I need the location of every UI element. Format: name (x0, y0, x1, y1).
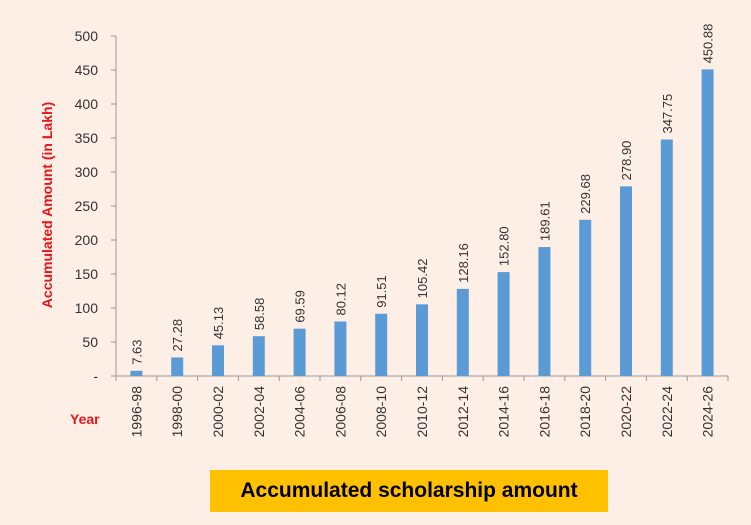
x-tick-label: 2020-22 (618, 386, 634, 438)
y-tick-label: 250 (75, 198, 99, 214)
bar (252, 336, 265, 376)
y-tick-label: 50 (82, 334, 98, 350)
y-tick-label: 200 (75, 232, 99, 248)
x-tick-label: 2012-14 (455, 386, 471, 438)
x-tick-label: 2002-04 (251, 386, 267, 438)
x-tick-label: 2006-08 (332, 386, 348, 438)
bar (579, 219, 592, 376)
y-tick-label: 100 (75, 300, 99, 316)
y-tick-label: 500 (75, 28, 99, 44)
data-label: 229.68 (578, 174, 593, 214)
bar (171, 357, 184, 376)
data-label: 45.13 (211, 307, 226, 340)
data-label: 128.16 (456, 243, 471, 283)
x-tick-label: 1998-00 (169, 386, 185, 438)
y-tick-label: 400 (75, 96, 99, 112)
y-axis-label: Accumulated Amount (in Lakh) (39, 102, 55, 308)
bar (375, 313, 388, 376)
x-tick-label: 2016-18 (536, 386, 552, 438)
y-tick-label: 150 (75, 266, 99, 282)
bar (620, 186, 632, 376)
bar (701, 69, 714, 376)
data-label: 152.80 (497, 226, 512, 266)
data-label: 27.28 (170, 319, 185, 352)
x-tick-label: 2024-26 (700, 386, 716, 438)
y-ticks: - 50 100 150 200 250 300 350 400 450 500 (75, 28, 116, 384)
data-label: 91.51 (374, 275, 389, 308)
bar (293, 328, 306, 376)
data-label: 347.75 (660, 94, 675, 134)
x-ticks: 1996-98 1998-00 2000-02 2002-04 2004-06 2006-… (115, 376, 729, 438)
x-tick-label: 1996-98 (128, 386, 144, 438)
x-tick-label: 2014-16 (496, 386, 512, 438)
y-tick-label: 450 (75, 62, 99, 78)
bar (416, 304, 428, 376)
bar (497, 272, 510, 376)
y-tick-label: - (93, 368, 98, 384)
data-label: 7.63 (129, 339, 144, 364)
data-label: 450.88 (701, 24, 716, 64)
x-tick-label: 2010-12 (414, 386, 430, 438)
chart-caption: Accumulated scholarship amount (210, 470, 608, 512)
x-tick-label: 2000-02 (210, 386, 226, 438)
bars (130, 69, 714, 376)
x-axis-label: Year (70, 411, 100, 427)
data-label: 189.61 (537, 201, 552, 241)
x-tick-label: 2022-24 (659, 386, 675, 438)
x-tick-label: 2018-20 (577, 386, 593, 438)
data-label: 105.42 (415, 259, 430, 299)
bar (212, 345, 224, 376)
bar (334, 321, 347, 376)
data-labels: 7.63 27.28 45.13 58.58 69.59 80.12 91.51 105.42… (129, 24, 715, 365)
x-tick-label: 2004-06 (292, 386, 308, 438)
data-label: 58.58 (252, 298, 267, 331)
bar (538, 247, 551, 376)
bar (660, 139, 673, 376)
data-label: 80.12 (333, 283, 348, 316)
y-tick-label: 300 (75, 164, 99, 180)
bar (130, 370, 143, 376)
x-tick-label: 2008-10 (373, 386, 389, 438)
data-label: 69.59 (293, 290, 308, 323)
y-tick-label: 350 (75, 130, 99, 146)
bar (456, 288, 469, 376)
data-label: 278.90 (619, 141, 634, 181)
